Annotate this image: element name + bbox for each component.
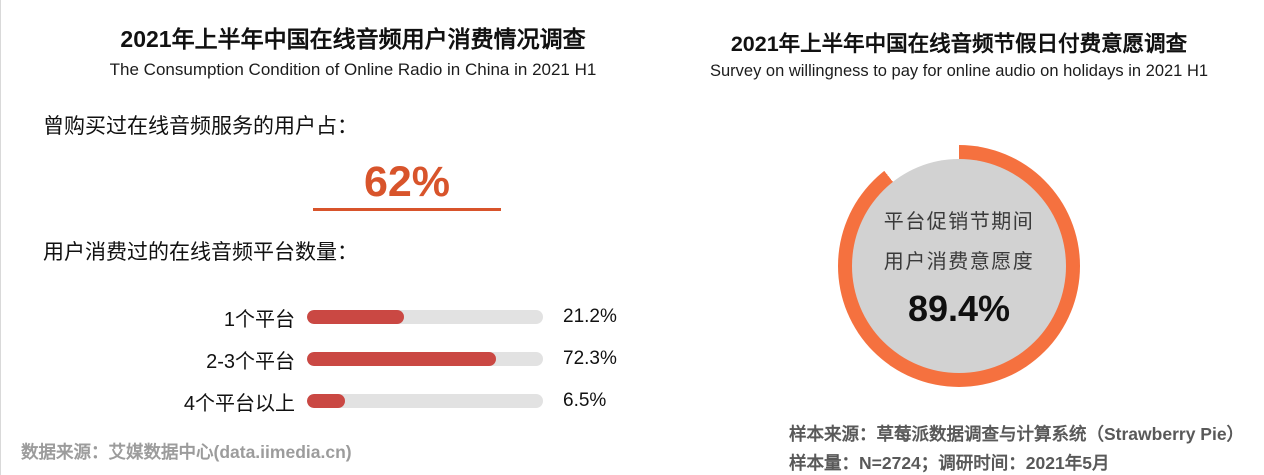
right-chart-subtitle-en: Survey on willingness to pay for online … [709,62,1209,80]
bar-track [307,394,543,408]
donut-center: 平台促销节期间 用户消费意愿度 89.4% [852,159,1066,373]
bar-fill [307,394,345,408]
right-sample-size: 样本量：N=2724；调研时间：2021年5月 [789,453,1110,473]
left-chart-subtitle-en: The Consumption Condition of Online Radi… [109,60,597,79]
purchase-users-label: 曾购买过在线音频服务的用户占： [43,115,358,138]
donut-label-line1: 平台促销节期间 [883,211,1035,233]
bar-track [307,352,543,366]
bar-category-label: 2-3个平台 [206,350,295,373]
bar-category-label: 1个平台 [223,308,295,331]
willingness-donut-chart: 平台促销节期间 用户消费意愿度 89.4% [838,145,1080,387]
bar-category-label: 4个平台以上 [183,392,295,415]
left-data-source: 数据来源：艾媒数据中心(data.iimedia.cn) [21,442,352,462]
right-sample-source: 样本来源：草莓派数据调查与计算系统（Strawberry Pie） [789,424,1245,444]
bar-row-2-3-platforms: 2-3个平台 72.3% [1,338,661,380]
bar-fill [307,310,404,324]
right-chart-title: 2021年上半年中国在线音频节假日付费意愿调查 [730,32,1188,56]
bar-value-label: 72.3% [563,348,617,369]
bar-track [307,310,543,324]
donut-label-line2: 用户消费意愿度 [883,251,1035,273]
bar-value-label: 21.2% [563,306,617,327]
left-chart-title: 2021年上半年中国在线音频用户消费情况调查 [120,26,586,52]
bar-fill [307,352,496,366]
platform-bar-chart: 1个平台 21.2% 2-3个平台 72.3% 4个平台以上 6.5% [1,296,661,422]
purchase-percentage-stat: 62% [363,158,451,206]
bar-value-label: 6.5% [563,390,607,411]
stat-underline [313,208,501,211]
bar-row-4-plus-platforms: 4个平台以上 6.5% [1,380,661,422]
donut-percentage-stat: 89.4% [907,288,1011,329]
bar-row-1-platform: 1个平台 21.2% [1,296,661,338]
platform-count-label: 用户消费过的在线音频平台数量： [43,241,358,264]
